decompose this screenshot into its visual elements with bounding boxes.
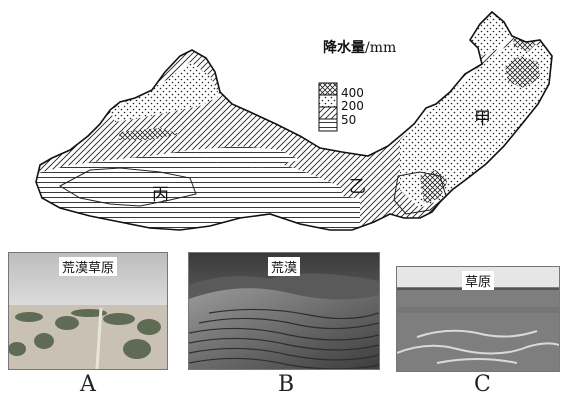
precipitation-map [35, 11, 553, 231]
photo-a-letter: A [80, 372, 96, 397]
photo-c-letter: C [474, 372, 491, 397]
legend-title-unit: /mm [365, 40, 397, 56]
photo-a-desert-steppe: 荒漠草原 [8, 252, 168, 370]
legend-value-50: 50 [341, 113, 357, 127]
photo-b-caption: 荒漠 [267, 257, 301, 276]
region-label-jia: 甲 [474, 109, 491, 129]
legend-title-bold: 降水量 [323, 40, 365, 56]
photo-b-image [189, 253, 379, 369]
legend-title: 降水量/mm [323, 37, 396, 57]
photo-c-image [397, 267, 559, 371]
region-label-bing: 丙 [152, 185, 169, 205]
legend-value-400: 400 [341, 86, 364, 100]
photo-a-caption: 荒漠草原 [58, 257, 118, 276]
photo-c-caption: 草原 [461, 271, 495, 290]
photo-c-grassland: 草原 [396, 266, 560, 372]
legend-value-200: 200 [341, 99, 364, 113]
photo-b-letter: B [278, 372, 295, 397]
region-label-yi: 乙 [349, 177, 366, 197]
photo-b-desert: 荒漠 [188, 252, 380, 370]
